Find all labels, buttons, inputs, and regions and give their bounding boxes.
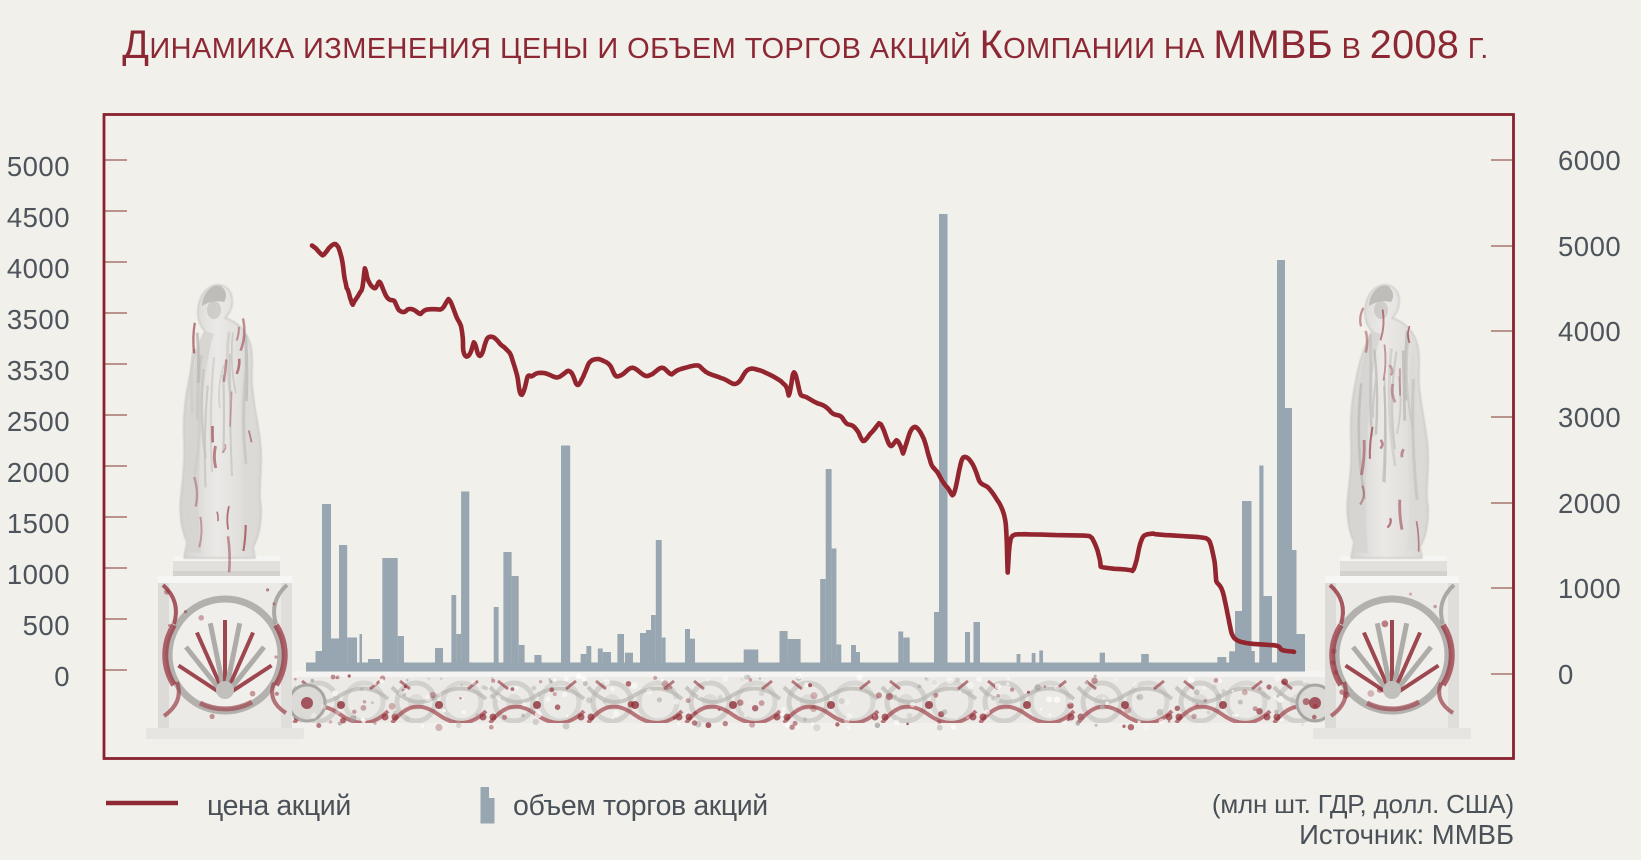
svg-text:объем торгов акций: объем торгов акций xyxy=(513,790,768,822)
svg-text:0: 0 xyxy=(1558,659,1574,690)
svg-text:3500: 3500 xyxy=(7,304,70,335)
svg-text:2000: 2000 xyxy=(1558,488,1621,519)
svg-text:1000: 1000 xyxy=(1558,573,1621,604)
svg-text:цена акций: цена акций xyxy=(207,790,351,822)
svg-text:2000: 2000 xyxy=(7,457,70,488)
svg-text:1000: 1000 xyxy=(7,559,70,590)
svg-text:5000: 5000 xyxy=(1558,231,1621,262)
svg-text:4000: 4000 xyxy=(1558,316,1621,347)
svg-text:Источник: ММВБ: Источник: ММВБ xyxy=(1299,819,1514,850)
svg-text:3530: 3530 xyxy=(7,355,70,386)
svg-text:(млн шт. ГДР, долл. США): (млн шт. ГДР, долл. США) xyxy=(1212,789,1514,819)
svg-text:4000: 4000 xyxy=(7,253,70,284)
svg-text:1500: 1500 xyxy=(7,508,70,539)
svg-text:2500: 2500 xyxy=(7,406,70,437)
svg-text:3000: 3000 xyxy=(1558,402,1621,433)
svg-text:6000: 6000 xyxy=(1558,145,1621,176)
svg-text:4500: 4500 xyxy=(7,202,70,233)
svg-text:500: 500 xyxy=(23,610,70,641)
svg-text:0: 0 xyxy=(54,661,70,692)
svg-text:5000: 5000 xyxy=(7,151,70,182)
